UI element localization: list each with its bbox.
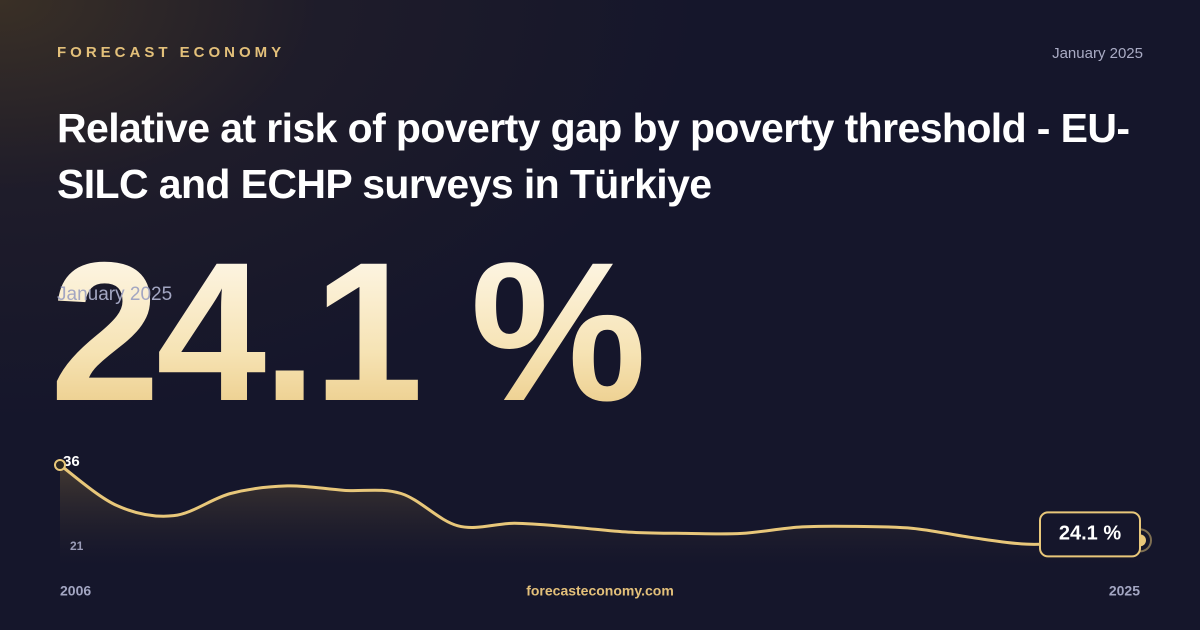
end-label-box: [1039, 511, 1141, 558]
x-tick-label: 2025: [1109, 583, 1140, 599]
date: January 2025: [1052, 45, 1143, 62]
x-tick-label: 2006: [60, 583, 91, 599]
headline-value: 24.1 %: [50, 221, 646, 442]
end-value-label: 24.1 %: [1059, 523, 1121, 545]
subtitle: January 2025: [57, 284, 173, 305]
start-point: [54, 459, 66, 471]
y-tick-label: 21: [70, 539, 84, 553]
area: [60, 465, 1140, 565]
y-tick-label: 36: [63, 453, 80, 470]
brand: FORECAST ECONOMY: [57, 44, 286, 61]
site: forecasteconomy.com: [526, 583, 674, 599]
line: [58, 463, 1142, 546]
chart-title: Relative at risk of poverty gap by pover…: [57, 105, 1130, 207]
